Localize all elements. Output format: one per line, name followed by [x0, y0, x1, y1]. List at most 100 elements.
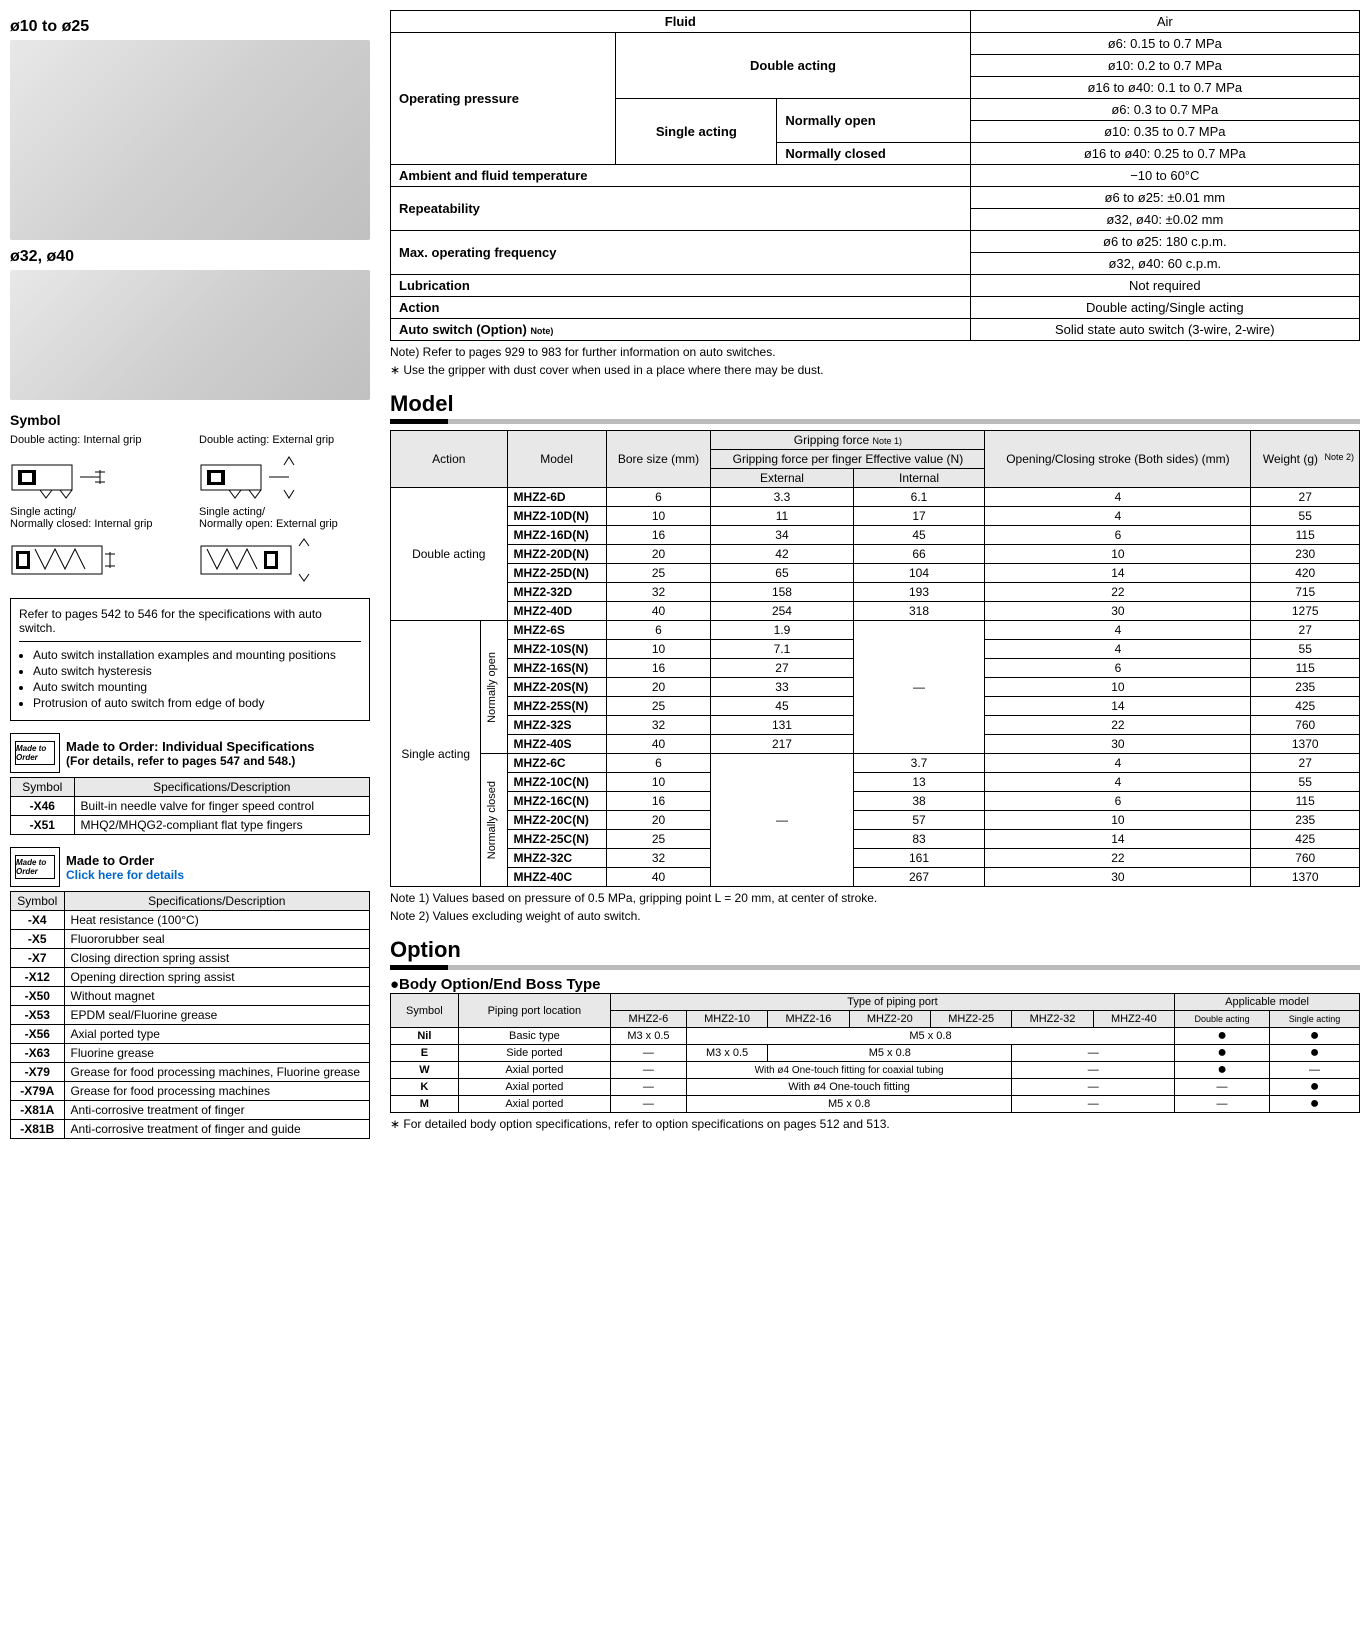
spec-freq-v1: ø6 to ø25: 180 c.p.m.	[970, 231, 1359, 253]
oh-m16: MHZ2-16	[768, 1011, 849, 1028]
mto-icon: Made to Order	[10, 847, 60, 887]
mto2-table: SymbolSpecifications/Description -X4Heat…	[10, 891, 370, 1139]
spec-note-2: ∗ Use the gripper with dust cover when u…	[390, 363, 1360, 377]
table-row: MHZ2-25C(N)258314425	[391, 830, 1360, 849]
table-row: K Axial ported — With ø4 One-touch fitti…	[391, 1079, 1360, 1096]
option-sub-heading: ●Body Option/End Boss Type	[390, 976, 1360, 993]
model-note-1: Note 1) Values based on pressure of 0.5 …	[390, 891, 1360, 905]
model-note-2: Note 2) Values excluding weight of auto …	[390, 909, 1360, 923]
oh-sym: Symbol	[391, 994, 459, 1028]
reference-lead: Refer to pages 542 to 546 for the specif…	[19, 607, 361, 635]
mh-gforce: Gripping force Note 1)	[711, 431, 985, 450]
spec-fluid-label: Fluid	[391, 11, 971, 33]
spec-sw-value: Solid state auto switch (3-wire, 2-wire)	[970, 319, 1359, 341]
table-row: -X4Heat resistance (100°C)	[11, 911, 370, 930]
spec-act-label: Action	[391, 297, 971, 319]
spec-rep-v1: ø6 to ø25: ±0.01 mm	[970, 187, 1359, 209]
oh-sa: Single acting	[1270, 1011, 1360, 1028]
mto2-link[interactable]: Click here for details	[66, 868, 184, 882]
table-row: -X81AAnti-corrosive treatment of finger	[11, 1101, 370, 1120]
mto1-col-1: Specifications/Description	[74, 778, 369, 797]
spec-sa-label: Single acting	[616, 99, 777, 165]
table-row: MHZ2-25D(N)256510414420	[391, 564, 1360, 583]
table-row: -X5Fluororubber seal	[11, 930, 370, 949]
mto2-col-0: Symbol	[11, 892, 65, 911]
mh-model: Model	[507, 431, 606, 488]
spec-lub-value: Not required	[970, 275, 1359, 297]
table-row: -X63Fluorine grease	[11, 1044, 370, 1063]
table-row: -X12Opening direction spring assist	[11, 968, 370, 987]
table-row: -X7Closing direction spring assist	[11, 949, 370, 968]
table-row: -X51MHQ2/MHQG2-compliant flat type finge…	[11, 816, 370, 835]
table-row: W Axial ported — With ø4 One-touch fitti…	[391, 1062, 1360, 1079]
ref-bullet-2: Auto switch mounting	[33, 680, 361, 694]
mh-int: Internal	[853, 469, 985, 488]
symbol-graphic-2	[199, 450, 339, 500]
mh-ext: External	[711, 469, 853, 488]
spec-op-label: Operating pressure	[391, 33, 616, 165]
spec-no-label: Normally open	[777, 99, 970, 143]
oh-loc: Piping port location	[458, 994, 610, 1028]
spec-lub-label: Lubrication	[391, 275, 971, 297]
size-label-small: ø10 to ø25	[10, 18, 370, 36]
spec-sa-v3: ø16 to ø40: 0.25 to 0.7 MPa	[970, 143, 1359, 165]
table-row: -X46Built-in needle valve for finger spe…	[11, 797, 370, 816]
spec-table: FluidAir Operating pressure Double actin…	[390, 10, 1360, 341]
table-row: MHZ2-40C40267301370	[391, 868, 1360, 887]
table-row: MHZ2-16D(N)1634456115	[391, 526, 1360, 545]
mto1-title: Made to Order: Individual Specifications	[66, 739, 315, 754]
table-row: Double actingMHZ2-6D63.36.1427	[391, 488, 1360, 507]
oh-m32: MHZ2-32	[1012, 1011, 1093, 1028]
spec-rep-label: Repeatability	[391, 187, 971, 231]
spec-fluid-value: Air	[970, 11, 1359, 33]
reference-box: Refer to pages 542 to 546 for the specif…	[10, 598, 370, 721]
symbol-graphic-4	[199, 534, 339, 584]
symbol-label-4: Single acting/ Normally open: External g…	[199, 506, 370, 530]
size-label-large: ø32, ø40	[10, 248, 370, 266]
spec-note-1: Note) Refer to pages 929 to 983 for furt…	[390, 345, 1360, 359]
ref-bullet-3: Protrusion of auto switch from edge of b…	[33, 696, 361, 710]
model-heading: Model	[390, 391, 1360, 417]
mh-stroke: Opening/Closing stroke (Both sides) (mm)	[985, 431, 1251, 488]
table-row: M Axial ported — M5 x 0.8 — — ●	[391, 1096, 1360, 1113]
table-row: MHZ2-32D3215819322715	[391, 583, 1360, 602]
ref-bullet-1: Auto switch hysteresis	[33, 664, 361, 678]
symbol-graphic-3	[10, 534, 150, 584]
spec-act-value: Double acting/Single acting	[970, 297, 1359, 319]
spec-da-v3: ø16 to ø40: 0.1 to 0.7 MPa	[970, 77, 1359, 99]
oh-m20: MHZ2-20	[849, 1011, 930, 1028]
table-row: Normally closedMHZ2-6C6—3.7427	[391, 754, 1360, 773]
mh-action: Action	[391, 431, 508, 488]
mh-weight: Note 2)Weight (g)	[1251, 431, 1360, 488]
table-row: -X53EPDM seal/Fluorine grease	[11, 1006, 370, 1025]
symbol-label-3: Single acting/ Normally closed: Internal…	[10, 506, 181, 530]
symbol-label-2: Double acting: External grip	[199, 434, 370, 446]
reference-bullets: Auto switch installation examples and mo…	[19, 648, 361, 710]
spec-rep-v2: ø32, ø40: ±0.02 mm	[970, 209, 1359, 231]
mto2-title: Made to Order	[66, 853, 184, 868]
mh-bore: Bore size (mm)	[606, 431, 711, 488]
product-image-large	[10, 270, 370, 400]
spec-da-label: Double acting	[616, 33, 970, 99]
table-row: MHZ2-10C(N)1013455	[391, 773, 1360, 792]
table-row: -X79AGrease for food processing machines	[11, 1082, 370, 1101]
oh-da: Double acting	[1175, 1011, 1270, 1028]
spec-amb-value: −10 to 60°C	[970, 165, 1359, 187]
mh-gsub: Gripping force per finger Effective valu…	[711, 450, 985, 469]
spec-freq-v2: ø32, ø40: 60 c.p.m.	[970, 253, 1359, 275]
table-row: MHZ2-32C3216122760	[391, 849, 1360, 868]
ref-bullet-0: Auto switch installation examples and mo…	[33, 648, 361, 662]
table-row: -X56Axial ported type	[11, 1025, 370, 1044]
option-heading: Option	[390, 937, 1360, 963]
model-table: Action Model Bore size (mm) Gripping for…	[390, 430, 1360, 887]
table-row: -X79Grease for food processing machines,…	[11, 1063, 370, 1082]
oh-m10: MHZ2-10	[686, 1011, 767, 1028]
spec-sa-v1: ø6: 0.3 to 0.7 MPa	[970, 99, 1359, 121]
oh-m25: MHZ2-25	[930, 1011, 1011, 1028]
mto2-col-1: Specifications/Description	[64, 892, 369, 911]
mto1-sub: (For details, refer to pages 547 and 548…	[66, 754, 315, 768]
option-footnote: ∗ For detailed body option specification…	[390, 1117, 1360, 1131]
spec-sw-label: Auto switch (Option) Note)	[391, 319, 971, 341]
mto-icon: Made to Order	[10, 733, 60, 773]
table-row: MHZ2-20C(N)205710235	[391, 811, 1360, 830]
